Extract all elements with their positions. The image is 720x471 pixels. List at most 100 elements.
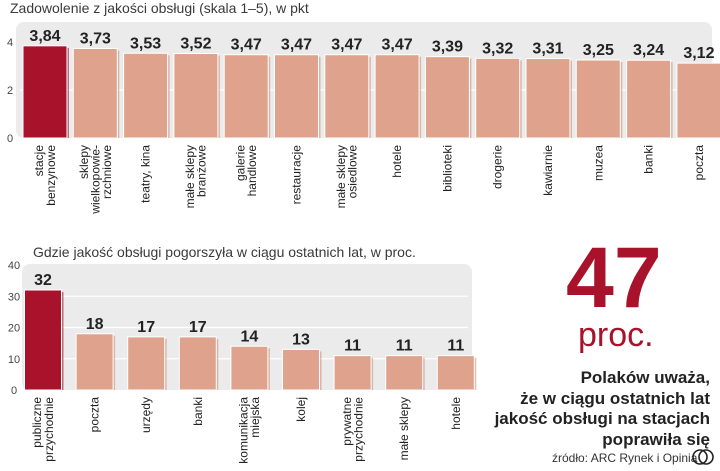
chart2-value-label: 13 xyxy=(292,331,310,348)
callout-line: że w ciągu ostatnich lat xyxy=(520,388,710,408)
chart1-bar xyxy=(22,45,68,139)
callout-line: poprawiła się xyxy=(602,430,710,450)
chart1-bar xyxy=(223,54,269,139)
category-label-line: benzynowe xyxy=(44,145,58,206)
category-label-line: galerie xyxy=(233,145,247,181)
category-label-line: kawiarnie xyxy=(541,145,555,196)
chart1-value-label: 3,32 xyxy=(482,40,513,57)
chart2-value-label: 11 xyxy=(447,338,464,355)
chart1-value-label: 3,39 xyxy=(432,39,463,56)
category-label-line: drogerie xyxy=(491,145,505,189)
chart2-bar xyxy=(127,336,166,391)
category-label-line: stacje xyxy=(32,145,46,177)
callout-number: 47 xyxy=(566,230,662,326)
chart2-category-label: małe sklepy xyxy=(397,397,411,460)
category-label-line: handlowe xyxy=(245,145,259,197)
chart1-category-label: teatry, kina xyxy=(139,145,153,203)
chart2-title: Gdzie jakość obsługi pogorszyła w ciągu … xyxy=(33,244,416,260)
chart1-bar xyxy=(676,62,720,139)
category-label-line: komunikacja xyxy=(237,397,251,464)
chart1-value-label: 3,47 xyxy=(331,37,362,54)
chart1-bar xyxy=(475,57,521,139)
category-label-line: poczta xyxy=(692,145,706,181)
chart1-category-label: sklepywielkopowie-rzchniowe xyxy=(77,145,114,215)
chart2-category-label: poczta xyxy=(88,397,102,433)
chart2-bar xyxy=(75,333,114,391)
category-label-line: małe sklepy xyxy=(183,145,197,208)
category-label-line: hotele xyxy=(449,397,463,430)
chart2-value-label: 14 xyxy=(241,328,259,345)
category-label-line: biblioteki xyxy=(440,145,454,192)
cp-logo xyxy=(692,449,714,465)
category-label-line: branżowe xyxy=(195,145,209,197)
chart2-value-label: 17 xyxy=(137,319,155,336)
chart1-category-label: banki xyxy=(642,145,656,174)
chart2-bar xyxy=(282,348,320,391)
chart2-bar xyxy=(24,289,62,391)
chart1-bar xyxy=(324,54,370,139)
chart1-category-label: drogerie xyxy=(491,145,505,189)
callout-line: Polaków uważa, xyxy=(580,368,710,387)
category-label-line: małe sklepy xyxy=(397,397,411,460)
chart1-category-label: stacjebenzynowe xyxy=(32,145,58,206)
category-label-line: banki xyxy=(191,397,205,426)
category-label-line: miejska xyxy=(248,397,262,438)
chart1-value-label: 3,47 xyxy=(231,37,262,54)
source-note: źródło: ARC Rynek i Opinia xyxy=(552,451,698,465)
chart2-value-label: 11 xyxy=(344,338,361,355)
category-label-line: prywatne xyxy=(340,397,354,446)
chart1-category-label: biblioteki xyxy=(440,145,454,192)
chart2-value-label: 32 xyxy=(34,272,52,289)
chart1-category-label: kawiarnie xyxy=(541,145,555,196)
chart1-bar xyxy=(72,47,118,139)
chart1-value-label: 3,31 xyxy=(532,41,563,58)
chart1-value-label: 3,84 xyxy=(29,28,60,45)
callout-unit: proc. xyxy=(578,316,654,354)
chart1-bar xyxy=(525,58,571,139)
chart2-y-tick: 10 xyxy=(8,354,20,366)
chart1-bar xyxy=(575,59,621,139)
chart2-y-tick: 40 xyxy=(8,260,20,272)
category-label-line: urzędy xyxy=(139,397,153,433)
chart1-value-label: 3,53 xyxy=(130,35,161,52)
chart1-bar xyxy=(274,54,319,139)
category-label-line: osiedlowe xyxy=(346,145,360,199)
category-label-line: banki xyxy=(642,145,656,174)
chart2-value-label: 18 xyxy=(86,316,104,333)
category-label-line: przychodnie xyxy=(42,397,56,462)
chart2-y-tick: 20 xyxy=(8,323,20,335)
chart2-category-label: publiczneprzychodnie xyxy=(30,397,56,462)
callout-line: jakość obsługi na stacjach xyxy=(494,409,710,429)
callout-statement: Polaków uważa, że w ciągu ostatnich lat … xyxy=(480,368,710,451)
category-label-line: małe sklepy xyxy=(334,145,348,208)
chart1-value-label: 3,25 xyxy=(583,42,614,59)
chart1-value-label: 3,52 xyxy=(180,36,211,53)
chart1-category-label: małe sklepyosiedlowe xyxy=(334,145,360,209)
chart1-bar xyxy=(626,59,672,139)
chart2-value-label: 11 xyxy=(396,338,413,355)
chart1-y-tick: 0 xyxy=(7,133,13,145)
chart2-category-label: hotele xyxy=(449,397,463,430)
category-label-line: muzea xyxy=(591,145,605,181)
category-label-line: hotele xyxy=(390,145,404,178)
chart2-y-tick: 30 xyxy=(8,291,20,303)
chart1-category-label: restauracje xyxy=(290,145,304,205)
chart1-category-label: muzea xyxy=(591,145,605,181)
chart2-bar xyxy=(385,355,424,391)
chart1-y-tick: 2 xyxy=(7,85,13,97)
category-label-line: sklepy xyxy=(77,145,91,179)
chart1-value-label: 3,73 xyxy=(80,30,111,47)
chart1-category-label: małe sklepybranżowe xyxy=(183,145,209,209)
category-label-line: wielkopowie- xyxy=(88,145,102,215)
category-label-line: rzchniowe xyxy=(100,145,114,199)
chart2-y-tick: 0 xyxy=(11,385,17,397)
chart1-bar xyxy=(173,53,219,139)
chart2-category-label: kolej xyxy=(294,397,308,422)
chart2-bar xyxy=(333,355,372,391)
chart1-bar xyxy=(374,54,420,139)
chart2-value-label: 17 xyxy=(189,319,207,336)
chart1-category-label: hotele xyxy=(390,145,404,178)
category-label-line: poczta xyxy=(88,397,102,433)
category-label-line: teatry, kina xyxy=(139,145,153,203)
